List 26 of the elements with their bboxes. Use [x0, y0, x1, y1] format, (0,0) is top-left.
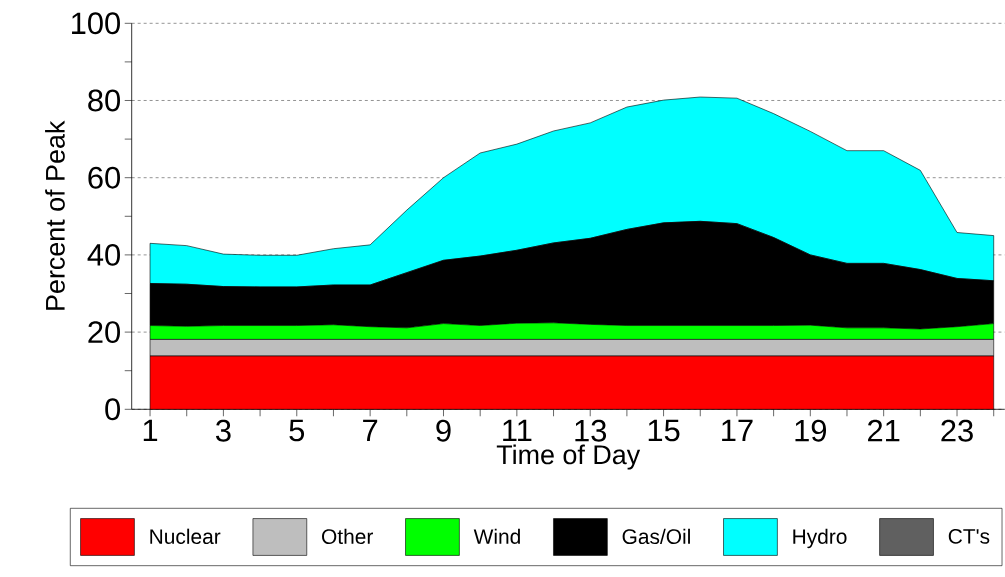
y-tick-label: 60 [88, 166, 120, 189]
x-tick-label: 19 [795, 419, 827, 442]
y-tick-label: 0 [105, 398, 120, 421]
x-tick-label: 9 [436, 419, 451, 442]
x-tick-label: 21 [868, 419, 900, 442]
legend-label: Wind [473, 528, 520, 545]
x-tick-label: 7 [363, 419, 378, 442]
legend-label: Other [322, 528, 374, 545]
x-tick-label: 13 [575, 419, 607, 442]
y-tick-label: 100 [72, 12, 120, 35]
x-tick-label: 15 [648, 419, 680, 442]
legend-label: CT's [948, 528, 990, 544]
x-tick-label: 5 [289, 419, 305, 442]
legend-label: Gas/Oil [622, 528, 690, 545]
x-tick-label: 23 [941, 419, 973, 442]
x-tick-label: 3 [215, 419, 231, 442]
x-tick-label: 11 [503, 419, 532, 442]
y-tick-label: 20 [88, 321, 120, 344]
x-tick-label: 1 [143, 419, 158, 442]
y-tick-label: 40 [87, 243, 120, 266]
y-tick-label: 80 [88, 89, 120, 112]
legend-label: Hydro [793, 528, 847, 549]
legend-label: Nuclear [150, 528, 221, 545]
x-tick-label: 17 [722, 419, 753, 442]
y-axis-title: Percent of Peak [45, 120, 65, 310]
x-axis-title: Time of Day [496, 444, 641, 470]
